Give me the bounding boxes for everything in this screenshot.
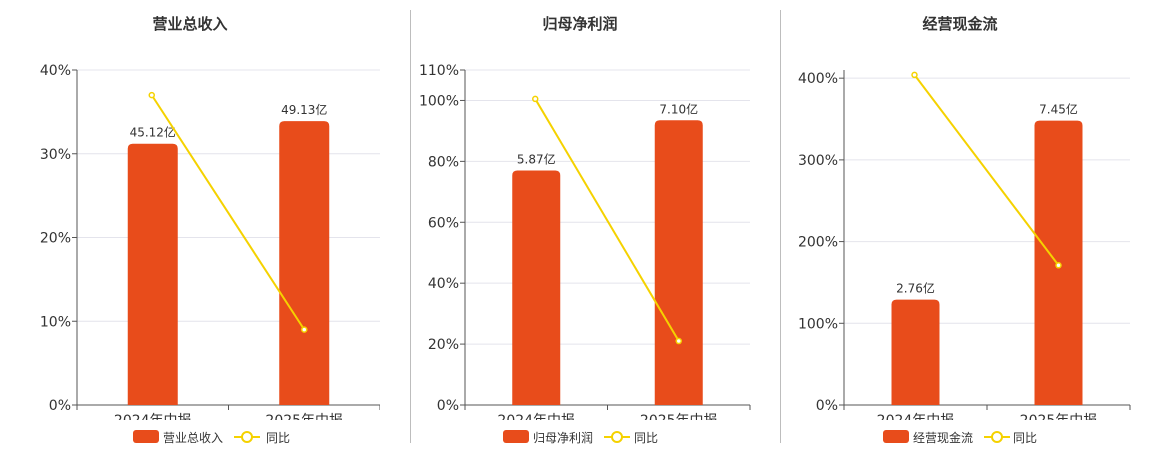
cash-flow-chart-panel: 经营现金流 0% 100% 200% 300% 400% 2024年中报 2025年中报 2.… bbox=[770, 0, 1150, 450]
bar bbox=[654, 120, 703, 405]
x-tick-label: 2025年中报 bbox=[265, 413, 343, 420]
x-tick-label: 2024年中报 bbox=[114, 413, 192, 420]
legend-bar-swatch[interactable] bbox=[503, 430, 529, 443]
yoy-point bbox=[532, 95, 539, 103]
yoy-point bbox=[911, 71, 918, 79]
x-tick-label: 2025年中报 bbox=[640, 413, 718, 420]
legend-line-label[interactable]: 同比 bbox=[266, 431, 291, 445]
panel-divider bbox=[410, 10, 411, 443]
bar-value-label: 5.87亿 bbox=[517, 152, 556, 167]
y-tick-label: 400% bbox=[798, 71, 838, 87]
bar bbox=[279, 121, 330, 406]
y-tick-label: 10% bbox=[40, 314, 71, 330]
y-tick-label: 80% bbox=[428, 154, 459, 170]
legend-bar-label[interactable]: 经营现金流 bbox=[913, 431, 974, 445]
y-tick-label: 60% bbox=[428, 215, 459, 231]
legend-line-label[interactable]: 同比 bbox=[1013, 431, 1038, 445]
y-tick-label: 200% bbox=[798, 235, 838, 251]
y-tick-label: 100% bbox=[419, 93, 459, 109]
bar-value-label: 45.12亿 bbox=[130, 125, 176, 140]
revenue-chart-panel: 营业总收入 0% 10% 20% 30% 40% 2024年中报 2025年中报 45.12亿… bbox=[0, 0, 380, 450]
bar bbox=[512, 170, 561, 405]
chart-legend: 经营现金流 同比 bbox=[770, 427, 1150, 445]
legend-line-marker bbox=[611, 431, 623, 443]
legend-bar-label[interactable]: 营业总收入 bbox=[163, 431, 224, 445]
legend-line-marker bbox=[241, 431, 253, 443]
bar-value-label: 7.10亿 bbox=[659, 101, 698, 116]
bar-value-label: 7.45亿 bbox=[1039, 102, 1078, 117]
chart-title: 归母净利润 bbox=[542, 15, 618, 33]
bar-value-label: 2.76亿 bbox=[896, 281, 935, 296]
yoy-line bbox=[913, 74, 1060, 266]
net-profit-chart-panel: 归母净利润 0% 20% 40% 60% 80% 100% 110% 2024年中报 2025年… bbox=[390, 0, 770, 450]
chart-legend: 营业总收入 同比 bbox=[0, 427, 380, 445]
y-tick-label: 20% bbox=[428, 337, 459, 353]
panel-divider bbox=[780, 10, 781, 443]
cash-flow-chart: 0% 100% 200% 300% 400% 2024年中报 2025年中报 2.76亿 7.4… bbox=[798, 70, 1131, 420]
y-tick-label: 40% bbox=[428, 276, 459, 292]
chart-title: 营业总收入 bbox=[152, 15, 228, 33]
legend-bar-label[interactable]: 归母净利润 bbox=[533, 431, 594, 445]
legend-line-label[interactable]: 同比 bbox=[634, 431, 659, 445]
x-tick-label: 2025年中报 bbox=[1020, 413, 1098, 420]
y-tick-label: 30% bbox=[40, 147, 71, 163]
bar bbox=[891, 299, 940, 405]
y-tick-label: 40% bbox=[40, 63, 71, 79]
y-tick-label: 110% bbox=[419, 63, 459, 79]
legend-line-marker bbox=[991, 431, 1003, 443]
y-tick-label: 0% bbox=[49, 398, 71, 414]
y-tick-label: 0% bbox=[437, 398, 459, 414]
y-tick-label: 0% bbox=[816, 398, 838, 414]
y-tick-label: 100% bbox=[798, 316, 838, 332]
net-profit-chart: 0% 20% 40% 60% 80% 100% 110% 2024年中报 2025年中报 5.87… bbox=[419, 63, 751, 420]
yoy-line bbox=[534, 98, 680, 342]
yoy-point bbox=[148, 91, 155, 99]
legend-bar-swatch[interactable] bbox=[883, 430, 909, 443]
yoy-point bbox=[675, 337, 682, 345]
y-tick-label: 20% bbox=[40, 231, 71, 247]
yoy-line bbox=[150, 94, 306, 331]
y-tick-label: 300% bbox=[798, 153, 838, 169]
yoy-point bbox=[1055, 262, 1062, 269]
x-tick-label: 2024年中报 bbox=[877, 413, 955, 420]
revenue-chart: 0% 10% 20% 30% 40% 2024年中报 2025年中报 45.12亿 49.13亿 bbox=[40, 63, 380, 420]
bar bbox=[127, 143, 178, 405]
x-tick-label: 2024年中报 bbox=[497, 413, 575, 420]
legend-bar-swatch[interactable] bbox=[133, 430, 159, 443]
chart-title: 经营现金流 bbox=[922, 15, 998, 33]
yoy-point bbox=[301, 326, 308, 333]
bar-value-label: 49.13亿 bbox=[281, 102, 327, 117]
chart-legend: 归母净利润 同比 bbox=[390, 427, 770, 445]
